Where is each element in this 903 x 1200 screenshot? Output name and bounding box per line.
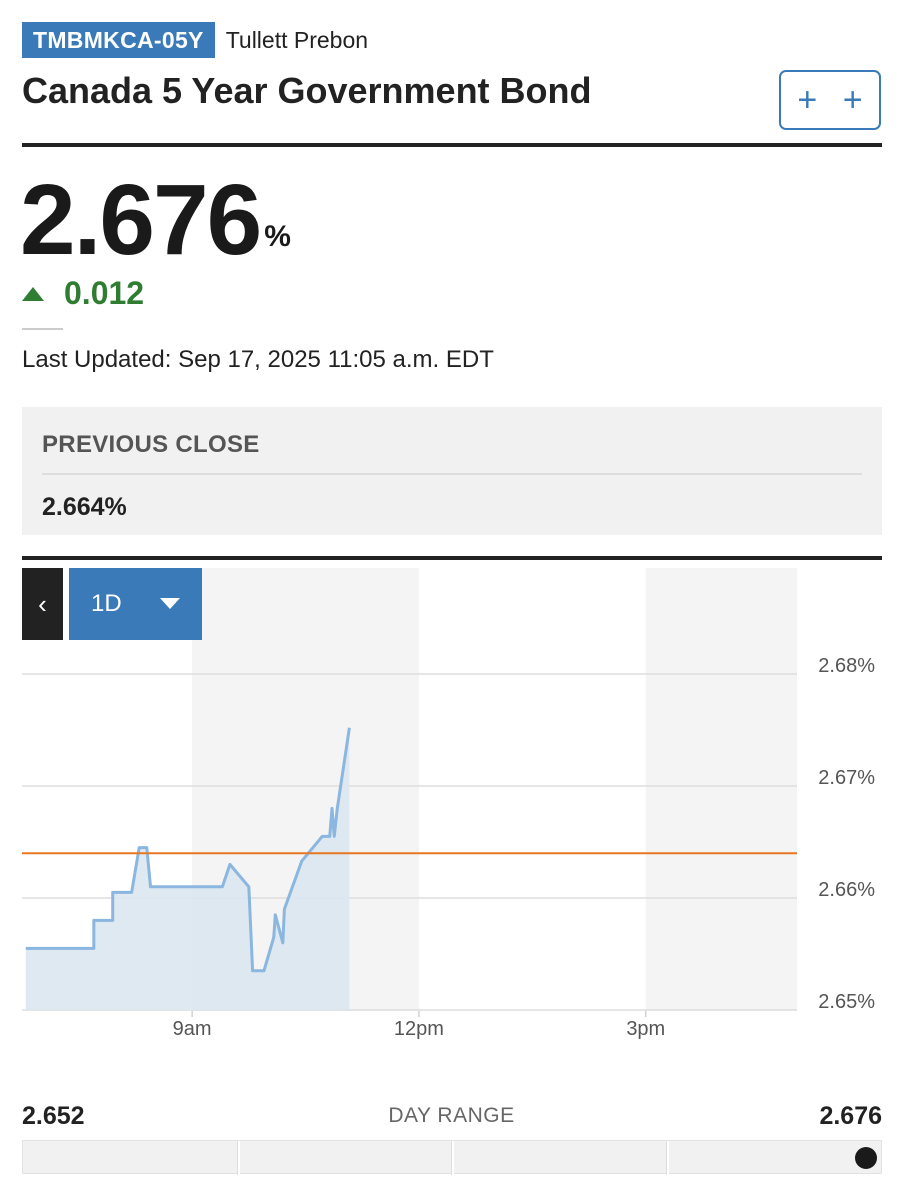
chart-divider: [22, 556, 882, 560]
day-range-tick: [451, 1141, 454, 1175]
change-row: 0.012: [22, 275, 144, 312]
y-tick-label: 2.68%: [818, 655, 875, 677]
caret-down-icon: [160, 598, 180, 609]
y-tick-label: 2.65%: [818, 991, 875, 1013]
ticker-badge[interactable]: TMBMKCA-05Y: [22, 22, 215, 58]
day-range-tick: [237, 1141, 240, 1175]
short-divider: [22, 328, 63, 330]
session-shade: [645, 568, 797, 1011]
price-row: 2.676 %: [20, 166, 291, 274]
day-range-high: 2.676: [819, 1102, 882, 1130]
intraday-chart[interactable]: 2.68% 2.67% 2.66% 2.65% 9am 12pm 3pm: [0, 560, 903, 1060]
chart-period-label: 1D: [91, 590, 122, 617]
chevron-left-icon: ‹: [38, 588, 47, 619]
chart-period-dropdown[interactable]: 1D: [69, 568, 202, 640]
price-unit: %: [264, 220, 291, 253]
page-title: Canada 5 Year Government Bond: [22, 70, 592, 111]
day-range-label: DAY RANGE: [388, 1104, 515, 1127]
add-to-watchlist-button[interactable]: + +: [779, 70, 881, 130]
price-change: 0.012: [64, 275, 145, 311]
series-line: [25, 727, 351, 973]
current-price: 2.676: [20, 164, 262, 276]
exchange-name: Tullett Prebon: [225, 26, 369, 53]
series-area: [25, 727, 350, 1010]
x-tick-label: 3pm: [626, 1018, 665, 1040]
day-range-tick: [666, 1141, 669, 1175]
header-divider: [22, 143, 882, 147]
y-tick-label: 2.66%: [818, 879, 875, 901]
chart-svg: 2.68% 2.67% 2.66% 2.65% 9am 12pm 3pm: [22, 568, 875, 1040]
chart-back-button[interactable]: ‹: [22, 568, 63, 640]
up-arrow-icon: [22, 286, 44, 301]
previous-close-panel: PREVIOUS CLOSE 2.664%: [22, 407, 882, 535]
y-tick-label: 2.67%: [818, 767, 875, 789]
last-updated: Last Updated: Sep 17, 2025 11:05 a.m. ED…: [22, 346, 494, 373]
x-tick-label: 9am: [173, 1018, 212, 1040]
previous-close-value: 2.664%: [42, 493, 127, 521]
day-range-marker: [855, 1147, 877, 1169]
ticker-row: TMBMKCA-05Y Tullett Prebon: [22, 22, 368, 58]
day-range-low: 2.652: [22, 1102, 85, 1130]
previous-close-divider: [42, 473, 862, 475]
x-tick-label: 12pm: [394, 1018, 444, 1040]
day-range-bar: [22, 1140, 882, 1175]
previous-close-label: PREVIOUS CLOSE: [42, 431, 260, 458]
